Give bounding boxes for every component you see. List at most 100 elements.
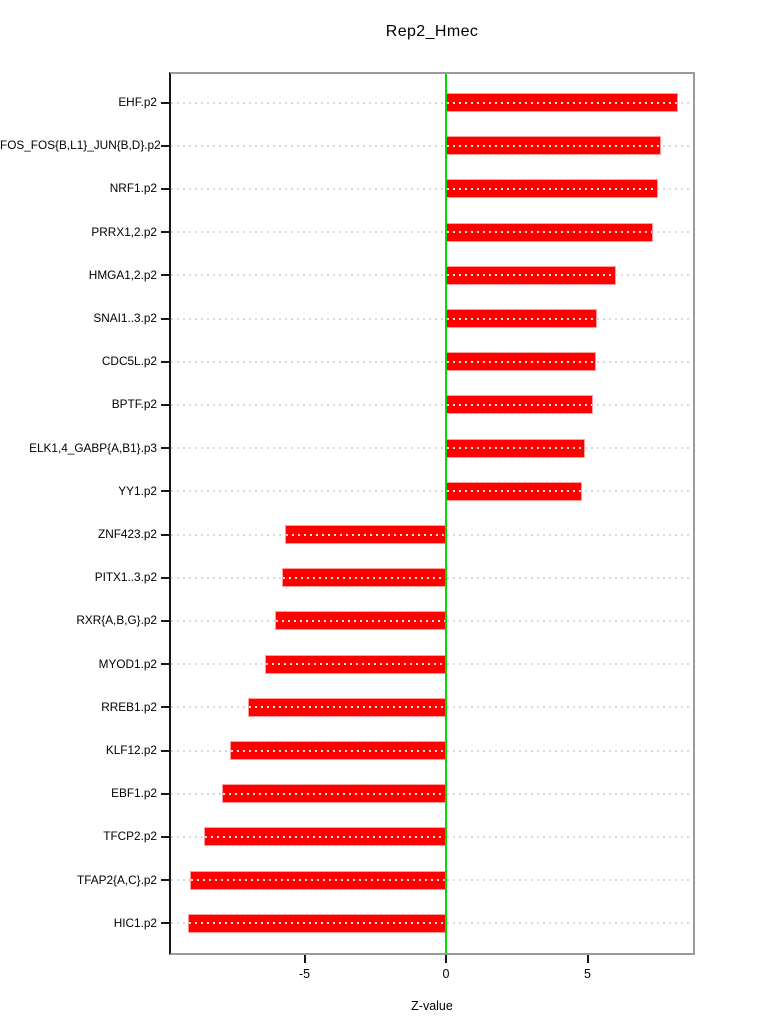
y-axis-label: FOS_FOS{B,L1}_JUN{B,D}.p2 [0,138,161,153]
x-tick [586,955,589,963]
x-tick-label: -5 [298,967,311,981]
bar [189,870,446,890]
y-tick [161,663,169,666]
gridline-over-bar [447,317,597,320]
gridline-over-bar [275,619,445,622]
bar [446,93,679,112]
y-tick [161,749,169,752]
y-tick [161,447,169,450]
chart-title: Rep2_Hmec [385,23,479,40]
bar [204,827,446,847]
y-axis-label: YY1.p2 [118,483,157,498]
y-axis-label: NRF1.p2 [109,181,157,196]
x-tick [303,955,306,963]
y-tick [161,403,169,406]
y-axis-label: TFCP2.p2 [103,829,157,844]
x-axis-title: Z-value [411,999,453,1013]
bar [446,265,616,285]
bar [284,525,446,544]
bar [446,352,596,372]
gridline-over-bar [248,706,445,709]
gridline-over-bar [265,663,445,666]
y-tick [161,706,169,709]
y-axis-label: EBF1.p2 [111,786,157,801]
plot-area [169,72,695,955]
gridline [171,447,693,450]
gridline [171,317,693,320]
y-axis-label: MYOD1.p2 [98,656,157,671]
y-tick [161,144,169,147]
bar [264,654,446,674]
y-axis-label: ZNF423.p2 [97,527,157,541]
gridline-over-bar [189,922,445,925]
bar [446,136,662,156]
y-tick [161,879,169,882]
bar [446,438,585,458]
bar [446,179,659,199]
gridline-over-bar [285,533,445,536]
bar [446,395,594,415]
bar [274,611,446,631]
gridline-over-bar [447,187,658,190]
y-tick [161,490,169,493]
y-tick [161,533,169,536]
gridline-over-bar [447,144,661,147]
y-tick [161,231,169,234]
bar [281,568,446,588]
y-tick [161,835,169,838]
gridline-over-bar [447,403,593,406]
gridline [171,231,693,234]
gridline-over-bar [447,490,581,493]
y-axis-label: RREB1.p2 [101,699,157,714]
y-axis-label: CDC5L.p2 [101,354,157,369]
bar [247,697,446,717]
y-axis-label: BPTF.p2 [111,397,157,412]
gridline-over-bar [205,835,445,838]
x-tick [445,955,447,963]
y-tick [161,274,169,277]
y-tick [161,792,169,795]
gridline-over-bar [282,576,445,579]
gridline-over-bar [230,749,445,752]
gridline [171,144,693,147]
x-tick-label: 0 [442,967,450,981]
bar [446,309,598,328]
gridline [171,490,693,493]
bar [446,222,653,242]
y-axis-label: RXR{A,B,G}.p2 [76,613,157,628]
gridline-over-bar [447,231,652,234]
y-tick [161,101,169,104]
gridline [171,187,693,190]
gridline [171,101,693,104]
bar [222,784,446,804]
bar [229,741,446,760]
y-tick [161,576,169,579]
y-tick [161,922,169,925]
y-tick [161,360,169,363]
bar [446,481,582,501]
y-tick [161,317,169,320]
x-tick-label: 5 [584,967,591,981]
gridline-over-bar [447,360,595,363]
gridline-over-bar [190,879,445,882]
y-axis-label: KLF12.p2 [105,743,157,757]
gridline-over-bar [447,447,584,450]
gridline [171,360,693,363]
gridline [171,274,693,277]
gridline-over-bar [447,101,678,104]
y-axis-label: EHF.p2 [118,95,157,109]
y-axis-label: ELK1,4_GABP{A,B1}.p3 [29,440,157,455]
y-axis-label: SNAI1..3.p2 [93,311,157,325]
zero-reference-line [445,74,447,953]
y-tick [161,187,169,190]
y-axis-label: HIC1.p2 [113,915,157,930]
gridline-over-bar [447,274,615,277]
y-axis-label: TFAP2{A,C}.p2 [76,872,157,887]
y-axis-label: PITX1..3.p2 [94,570,157,585]
bar [188,913,446,933]
gridline-over-bar [223,792,445,795]
gridline [171,403,693,406]
y-axis-label: HMGA1,2.p2 [88,267,157,282]
y-axis-label: PRRX1,2.p2 [91,224,157,239]
